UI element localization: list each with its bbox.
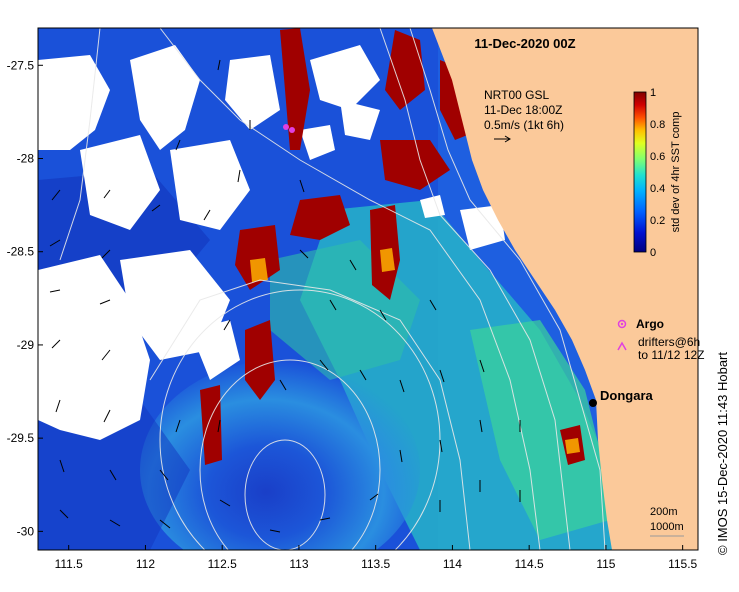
cloud-gaps bbox=[38, 45, 505, 440]
colorbar-tick-label: 1 bbox=[650, 87, 656, 99]
lon-tick-label: 114 bbox=[443, 557, 462, 571]
lon-tick-label: 111.5 bbox=[55, 557, 84, 571]
lat-tick-label: -29 bbox=[17, 338, 35, 352]
colorbar bbox=[633, 91, 647, 253]
drifter-legend-label-1: drifters@6h bbox=[638, 335, 700, 349]
lat-tick-label: -30 bbox=[17, 524, 35, 538]
lat-tick-label: -29.5 bbox=[7, 431, 35, 445]
map-title: 11-Dec-2020 00Z bbox=[474, 36, 575, 51]
latitude-axis: -27.5 -28 -28.5 -29 -29.5 -30 bbox=[7, 58, 43, 538]
lon-tick-label: 112.5 bbox=[208, 557, 237, 571]
lon-tick-label: 115.5 bbox=[668, 557, 697, 571]
dongara-label: Dongara bbox=[600, 388, 654, 403]
colorbar-tick-label: 0.2 bbox=[650, 215, 665, 227]
lon-tick-label: 112 bbox=[136, 557, 155, 571]
contour-legend-200m: 200m bbox=[650, 506, 678, 518]
current-scale-arrow bbox=[494, 135, 511, 143]
colorbar-tick-label: 0.8 bbox=[650, 119, 665, 131]
argo-floats bbox=[283, 124, 295, 133]
sst-front bbox=[200, 28, 585, 465]
lon-tick-label: 115 bbox=[596, 557, 615, 571]
colorbar-tick-label: 0.4 bbox=[650, 183, 665, 195]
colorbar-tick-label: 0 bbox=[650, 247, 656, 259]
current-model-label: NRT00 GSL bbox=[484, 88, 549, 102]
lat-tick-label: -28 bbox=[17, 152, 35, 166]
lat-tick-label: -28.5 bbox=[7, 245, 35, 259]
longitude-axis: 111.5 112 112.5 113 113.5 114 114.5 115 115.5 bbox=[55, 545, 698, 571]
argo-legend-icon bbox=[617, 319, 627, 329]
land-western-australia bbox=[432, 28, 698, 550]
colorbar-label: std dev of 4hr SST comp bbox=[670, 112, 682, 233]
contour-legend-1000m: 1000m bbox=[650, 521, 684, 533]
current-time-label: 11-Dec 18:00Z bbox=[484, 103, 563, 117]
current-vectors bbox=[49, 59, 521, 533]
drifter-legend-icon bbox=[617, 341, 627, 351]
lon-tick-label: 113.5 bbox=[361, 557, 390, 571]
argo-legend-label: Argo bbox=[636, 317, 664, 331]
lon-tick-label: 114.5 bbox=[515, 557, 544, 571]
current-scale-label: 0.5m/s (1kt 6h) bbox=[484, 118, 564, 132]
dongara-marker bbox=[589, 399, 597, 407]
drifter-legend-label-2: to 11/12 12Z bbox=[638, 348, 705, 362]
lat-tick-label: -27.5 bbox=[7, 58, 35, 72]
colorbar-tick-label: 0.6 bbox=[650, 151, 665, 163]
lon-tick-label: 113 bbox=[289, 557, 308, 571]
plot-frame bbox=[37, 27, 699, 551]
credit-text: © IMOS 15-Dec-2020 11:43 Hobart bbox=[715, 352, 730, 555]
colorbar-ticks: 0 0.2 0.4 0.6 0.8 1 bbox=[650, 87, 665, 259]
